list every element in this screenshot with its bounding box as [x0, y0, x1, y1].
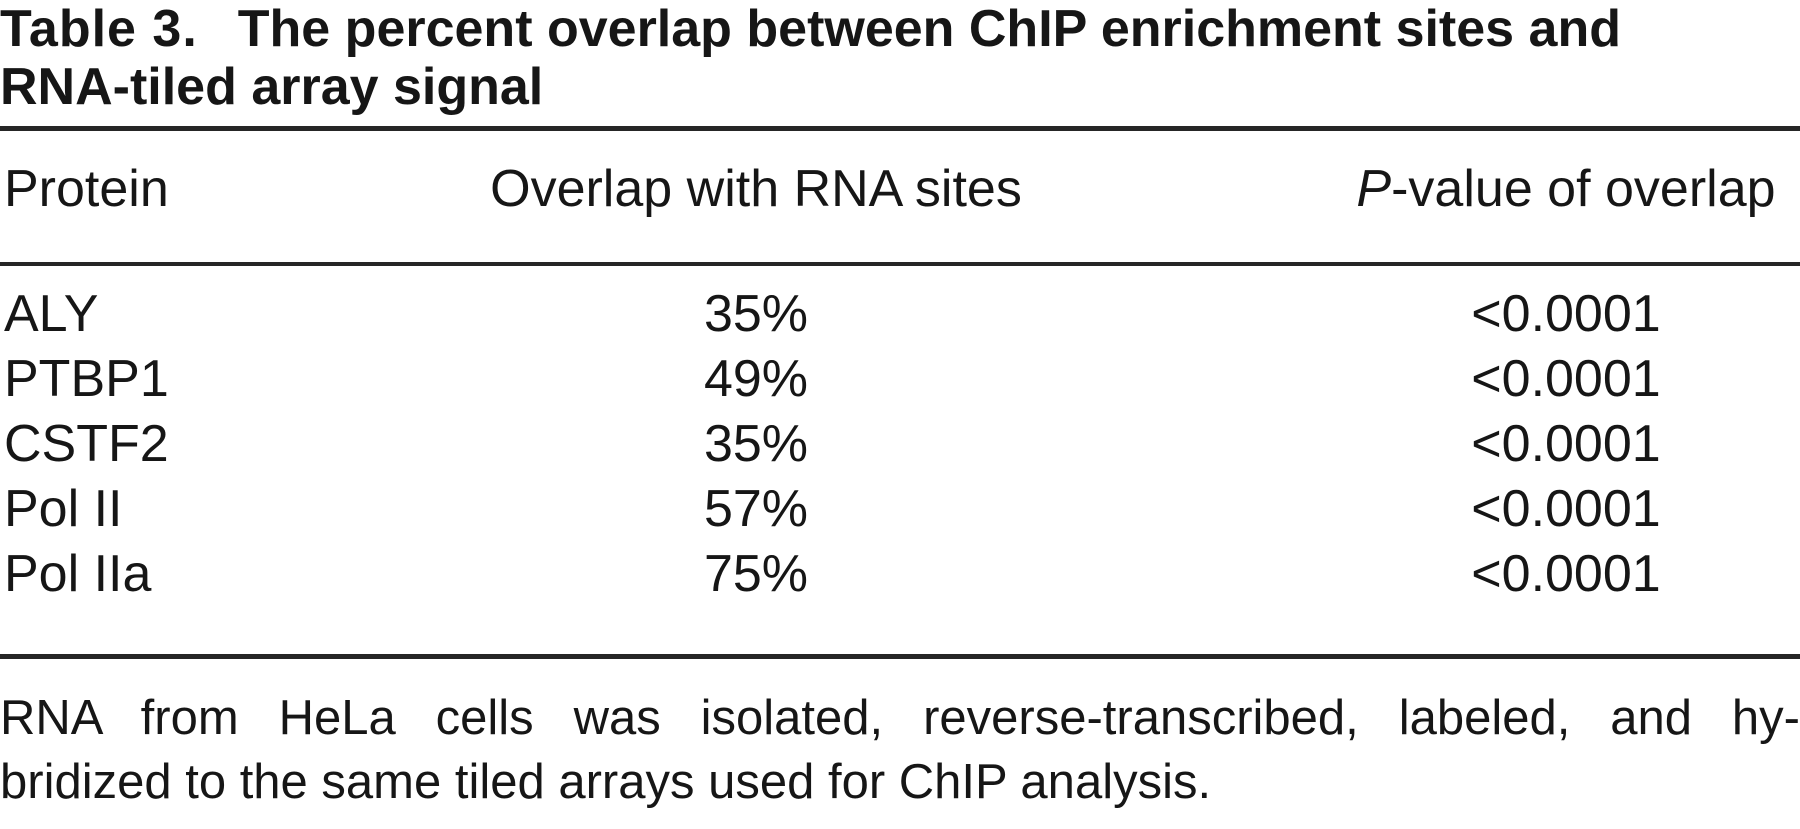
column-spacer	[1080, 347, 1332, 412]
cell-pvalue: <0.0001	[1471, 545, 1661, 603]
table-body: ALY 35% <0.0001 PTBP1 49% <0.0001 CSTF2 …	[0, 282, 1800, 607]
footnote-line1: RNA from HeLa cells was isolated, revers…	[0, 691, 1800, 745]
column-spacer	[1080, 412, 1332, 477]
pvalue-header-rest: -value of overlap	[1391, 160, 1776, 218]
cell-protein: PTBP1	[4, 350, 169, 408]
top-rule	[0, 126, 1800, 131]
column-spacer	[1080, 477, 1332, 542]
table-row: CSTF2 35% <0.0001	[0, 412, 1800, 477]
pvalue-italic-prefix: P	[1356, 160, 1392, 218]
table-number-label: Table 3.	[0, 0, 198, 58]
cell-pvalue: <0.0001	[1471, 480, 1661, 538]
cell-protein: ALY	[4, 285, 99, 343]
table-row: Pol IIa 75% <0.0001	[0, 542, 1800, 607]
cell-protein: Pol IIa	[4, 545, 152, 603]
column-spacer	[1080, 282, 1332, 347]
cell-overlap: 49%	[703, 350, 809, 408]
table-caption-text-line2: RNA-tiled array signal	[0, 58, 544, 116]
cell-overlap: 35%	[703, 415, 809, 473]
table-row: ALY 35% <0.0001	[0, 282, 1800, 347]
cell-pvalue: <0.0001	[1471, 350, 1661, 408]
column-spacer	[1080, 542, 1332, 607]
table-header-row: Protein Overlap with RNA sites P-value o…	[0, 159, 1800, 219]
cell-protein: Pol II	[4, 480, 123, 538]
table-caption: Table 3. The percent overlap between ChIP…	[0, 0, 1800, 116]
column-spacer	[1080, 159, 1332, 219]
column-header-protein: Protein	[4, 160, 169, 218]
cell-pvalue: <0.0001	[1471, 415, 1661, 473]
cell-overlap: 35%	[703, 285, 809, 343]
table-caption-text-line1: The percent overlap between ChIP enrichm…	[237, 0, 1621, 58]
table-row: Pol II 57% <0.0001	[0, 477, 1800, 542]
cell-pvalue: <0.0001	[1471, 285, 1661, 343]
cell-overlap: 75%	[703, 545, 809, 603]
table-footnote: RNA from HeLa cells was isolated, revers…	[0, 686, 1800, 814]
table-caption-line1: Table 3. The percent overlap between ChIP…	[0, 0, 1800, 58]
column-header-pvalue: P-value of overlap	[1332, 159, 1800, 219]
header-rule	[0, 262, 1800, 266]
table-row: PTBP1 49% <0.0001	[0, 347, 1800, 412]
cell-overlap: 57%	[703, 480, 809, 538]
bottom-rule	[0, 654, 1800, 659]
footnote-line2: bridized to the same tiled arrays used f…	[0, 755, 1212, 809]
cell-protein: CSTF2	[4, 415, 169, 473]
column-header-overlap: Overlap with RNA sites	[490, 160, 1022, 218]
